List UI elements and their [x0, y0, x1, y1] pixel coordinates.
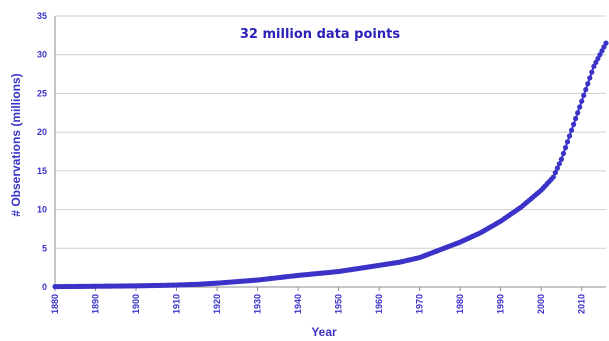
data-point	[573, 115, 579, 122]
data-point	[570, 121, 577, 127]
y-tick-label: 5	[42, 243, 47, 253]
data-point	[568, 127, 575, 133]
data-point	[579, 98, 585, 104]
x-tick-label: 1960	[374, 294, 384, 314]
data-point	[601, 44, 607, 50]
data-point	[599, 48, 605, 54]
series-layer	[52, 40, 609, 290]
x-tick-label: 1910	[172, 294, 182, 314]
data-point	[566, 133, 573, 139]
x-tick-label: 1900	[131, 294, 141, 314]
x-axis-label: Year	[311, 325, 337, 339]
chart-annotation: 32 million data points	[240, 27, 400, 42]
y-tick-label: 10	[37, 205, 47, 215]
data-point	[587, 75, 593, 81]
data-point	[603, 40, 609, 46]
data-point	[556, 161, 563, 167]
series-line	[55, 42, 607, 288]
y-tick-label: 15	[37, 166, 47, 176]
data-point	[589, 69, 595, 75]
data-point	[595, 55, 601, 62]
x-tick-label: 1940	[293, 294, 303, 314]
data-point	[575, 110, 581, 116]
data-point	[560, 150, 567, 157]
axis-layer	[54, 16, 606, 291]
data-point	[558, 156, 565, 162]
data-point	[591, 63, 597, 69]
data-point	[554, 165, 560, 171]
x-tick-label: 1920	[212, 294, 222, 314]
x-tick-label: 2010	[577, 294, 587, 314]
x-tick-label: 1970	[415, 294, 425, 314]
y-tick-label: 35	[37, 11, 47, 21]
y-tick-label: 25	[37, 88, 47, 98]
y-axis-label: # Observations (millions)	[9, 73, 23, 216]
x-tick-label: 1880	[50, 294, 60, 314]
x-tick-label: 1950	[334, 294, 344, 314]
data-point	[583, 86, 589, 93]
data-point	[581, 92, 587, 98]
data-point	[552, 169, 558, 176]
data-point	[550, 174, 556, 180]
x-tick-label: 1890	[91, 294, 101, 314]
data-point	[562, 145, 569, 151]
data-point	[585, 81, 591, 87]
x-tick-label: 1980	[455, 294, 465, 314]
y-tick-label: 30	[37, 50, 47, 60]
data-point	[564, 139, 571, 145]
data-point	[577, 104, 583, 110]
data-point	[593, 59, 599, 66]
x-tick-label: 1990	[496, 294, 506, 314]
y-tick-label: 20	[37, 127, 47, 137]
data-point	[597, 52, 603, 58]
tick-layer: 0 5 10 15 20 25 30 35 1880 1890 1900 1910 1920 1930 19…	[37, 11, 587, 314]
grid-layer	[55, 15, 606, 288]
y-tick-label: 0	[42, 282, 47, 292]
x-tick-label: 2000	[536, 294, 546, 314]
x-tick-label: 1930	[253, 294, 263, 314]
